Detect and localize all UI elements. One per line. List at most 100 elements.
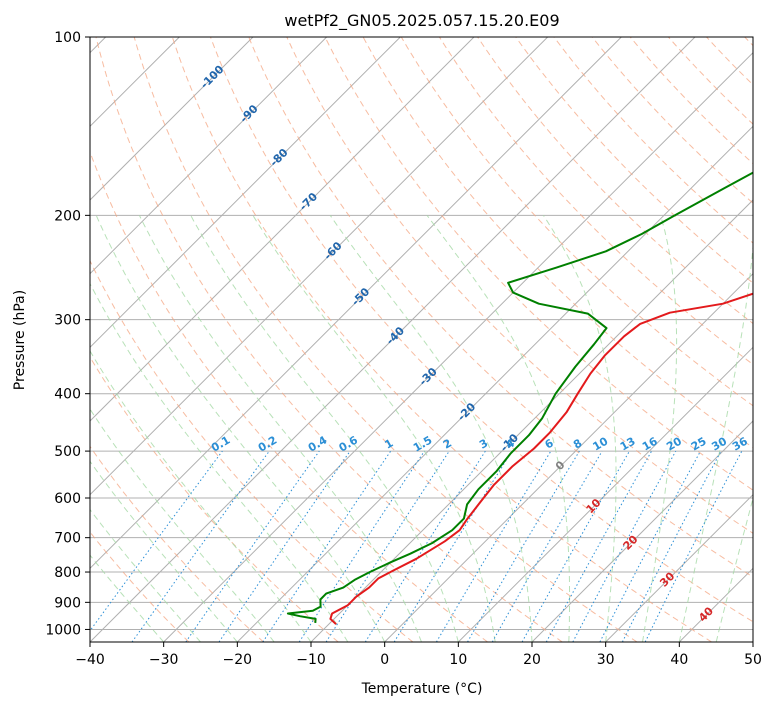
x-tick-label: −20 <box>223 652 253 668</box>
dry-adiabat-line <box>668 37 753 125</box>
dry-adiabat-line <box>90 259 414 642</box>
moist-adiabat-line <box>329 215 533 642</box>
dry-adiabats <box>90 37 753 642</box>
mixing-ratio-line <box>491 450 603 642</box>
x-tick-label: −10 <box>296 652 326 668</box>
x-tick-label: −30 <box>149 652 179 668</box>
dry-adiabat-line <box>553 37 753 244</box>
series-lines <box>286 171 753 625</box>
dry-adiabat-line <box>591 37 753 204</box>
mixing-ratio-line <box>90 450 223 632</box>
y-tick-label: 600 <box>54 491 81 507</box>
moist-adiabat-line <box>678 241 753 642</box>
mixing-ratio-line <box>521 450 630 642</box>
moist-adiabat-line <box>252 215 496 642</box>
y-tick-label: 500 <box>54 444 81 460</box>
dry-adiabat-line <box>248 37 753 578</box>
mixing-ratio-line <box>325 450 450 642</box>
mixing-ratio-line <box>435 450 552 642</box>
dry-adiabat-line <box>515 37 753 284</box>
moist-adiabat-line <box>90 508 201 642</box>
dewpoint-line <box>286 171 753 623</box>
x-tick-label: −40 <box>75 652 105 668</box>
y-tick-label: 700 <box>54 531 81 547</box>
isotherm-line <box>531 420 753 642</box>
mixing-ratio-line <box>218 450 351 642</box>
moist-adiabat-line <box>138 215 422 642</box>
plot-frame <box>89 36 754 643</box>
y-tick-label: 300 <box>54 313 81 329</box>
moist-adiabat-line <box>90 460 238 642</box>
moist-adiabat-line <box>190 215 459 642</box>
dry-adiabat-line <box>90 445 264 642</box>
moist-adiabat-line <box>542 215 617 642</box>
y-axis-label: Pressure (hPa) <box>12 290 28 390</box>
mixing-ratio-line <box>131 450 270 642</box>
isotherm-line <box>384 272 753 642</box>
dry-adiabat-line <box>95 37 563 642</box>
moist-adiabats <box>90 215 753 642</box>
y-tick-label: 900 <box>54 595 81 611</box>
dry-adiabat-line <box>133 37 638 642</box>
plot-area: -100-90-80-70-60-50-40-30-20-10010203040… <box>90 37 753 642</box>
x-tick-label: 10 <box>449 652 467 668</box>
isotherm-line <box>457 346 753 642</box>
isotherm-line <box>678 567 753 642</box>
dry-adiabat-line <box>477 37 753 325</box>
dry-adiabat-line <box>744 37 753 47</box>
y-tick-label: 100 <box>54 30 81 46</box>
isotherm-line <box>90 37 254 201</box>
mixing-ratio-line <box>298 450 425 642</box>
dry-adiabat-line <box>629 37 753 165</box>
y-tick-label: 800 <box>54 565 81 581</box>
dry-adiabat-line <box>324 37 753 491</box>
isotherm-line <box>752 641 753 642</box>
dry-adiabat-line <box>90 531 190 642</box>
y-tick-label: 400 <box>54 387 81 403</box>
isotherm-line <box>163 51 753 642</box>
moist-adiabat-line <box>90 282 349 642</box>
mixing-ratio-label: 2 <box>441 437 454 452</box>
chart-title: wetPf2_GN05.2025.057.15.20.E09 <box>284 11 559 31</box>
isotherm-line <box>90 37 475 422</box>
x-axis: −40 −30 −20 −10 0 10 20 30 40 50 <box>75 642 762 668</box>
moist-adiabat-line <box>90 554 165 642</box>
mixing-ratio-label: 6 <box>543 436 556 451</box>
mixing-ratio-line <box>599 450 701 642</box>
mixing-ratio-line <box>572 450 677 642</box>
moist-adiabat-line <box>715 496 753 642</box>
isotherm-line <box>90 37 328 275</box>
moist-adiabat-line <box>642 215 678 642</box>
dry-adiabat-line <box>362 37 753 449</box>
isotherm-line <box>90 37 696 642</box>
dry-adiabat-line <box>90 356 339 642</box>
dry-adiabat-line <box>706 37 753 86</box>
x-tick-label: 40 <box>670 652 688 668</box>
isotherm-line <box>90 37 549 496</box>
mixing-ratio-line <box>393 450 513 642</box>
y-tick-label: 200 <box>54 208 81 224</box>
x-tick-label: 20 <box>523 652 541 668</box>
isotherm-line <box>236 125 753 642</box>
mixing-ratio-line <box>185 450 320 642</box>
x-tick-label: 30 <box>597 652 615 668</box>
isotherm-line <box>90 37 622 570</box>
x-tick-label: 0 <box>380 652 389 668</box>
x-axis-label: Temperature (°C) <box>361 681 483 697</box>
mixing-ratio-line <box>467 450 580 642</box>
mixing-ratio-lines <box>90 450 743 642</box>
isotherm-grid <box>90 37 753 642</box>
dry-adiabat-line <box>210 37 753 623</box>
temperature-line <box>329 292 753 625</box>
isotherm-line <box>605 493 753 642</box>
y-tick-label: 1000 <box>45 622 81 638</box>
isotherm-line <box>90 37 401 349</box>
moist-adiabat-line <box>95 215 386 642</box>
dry-adiabat-line <box>90 150 488 642</box>
mixing-ratio-line <box>262 450 392 642</box>
dry-adiabat-line <box>400 37 753 407</box>
y-axis: 100 200 300 400 500 600 700 800 900 1000 <box>45 30 90 638</box>
isotherm-line <box>310 199 753 642</box>
mixing-ratio-line <box>545 450 653 642</box>
